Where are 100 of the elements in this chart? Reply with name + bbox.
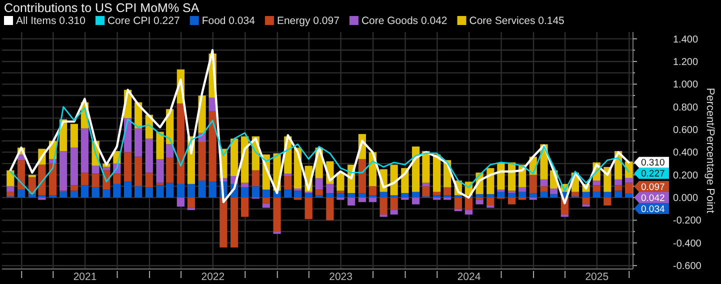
bar <box>208 111 216 182</box>
bar <box>326 184 334 194</box>
bar <box>124 152 132 182</box>
y-tick-label: 1.400 <box>673 34 698 46</box>
bar <box>145 138 153 173</box>
bar <box>113 184 121 198</box>
y-tick-label: 0.200 <box>673 170 698 182</box>
bar <box>241 182 249 188</box>
bar <box>294 190 302 198</box>
bar <box>540 192 548 198</box>
bar <box>550 188 558 194</box>
bar <box>80 185 88 198</box>
bar <box>80 128 88 173</box>
legend-label: Core CPI 0.227 <box>107 15 180 27</box>
bar <box>262 203 270 208</box>
bar <box>70 190 78 198</box>
bar <box>412 198 420 204</box>
bar <box>124 182 132 198</box>
bar <box>262 190 270 198</box>
bar <box>145 187 153 198</box>
bar <box>166 158 174 183</box>
bar <box>49 164 57 196</box>
bar <box>624 194 633 198</box>
bar <box>230 198 238 248</box>
bar <box>390 210 398 215</box>
bar <box>614 185 622 191</box>
bar <box>432 154 441 192</box>
bar <box>284 176 292 190</box>
bar <box>80 172 88 186</box>
bar <box>92 174 100 188</box>
bar <box>156 159 164 183</box>
bar <box>358 198 366 202</box>
bar <box>540 186 548 192</box>
legend-label: All Items 0.310 <box>16 15 86 27</box>
data-label: 0.227 <box>641 168 665 180</box>
bar <box>336 190 344 194</box>
bar <box>6 192 14 196</box>
bar <box>102 166 110 170</box>
bar <box>220 198 228 248</box>
bar <box>368 186 376 196</box>
y-tick-label: -0.400 <box>673 238 702 250</box>
bar <box>422 186 430 196</box>
bar <box>412 192 420 198</box>
bar <box>592 192 600 198</box>
bar <box>582 198 590 204</box>
bar <box>529 193 537 198</box>
bar <box>592 185 600 192</box>
bar <box>390 198 398 210</box>
bar <box>304 193 312 198</box>
bar <box>432 192 441 196</box>
y-tick-label: 0.800 <box>673 102 698 114</box>
data-label: 0.310 <box>641 158 665 169</box>
bar <box>358 159 366 194</box>
bar <box>368 198 376 202</box>
legend-label: Food 0.034 <box>202 15 256 27</box>
bar <box>156 182 164 186</box>
bar <box>497 192 505 198</box>
bar <box>422 151 430 183</box>
bar <box>508 193 516 198</box>
bar <box>70 185 78 191</box>
x-tick-label: 2023 <box>329 271 353 283</box>
bar <box>624 178 633 183</box>
bar <box>380 198 388 215</box>
bar <box>113 174 121 184</box>
data-label: 0.097 <box>641 182 665 193</box>
bar <box>145 172 153 188</box>
bar <box>6 186 14 192</box>
bar <box>454 198 462 209</box>
bar <box>176 103 184 184</box>
bar <box>60 192 68 198</box>
bar <box>262 198 270 204</box>
bar <box>70 148 78 186</box>
bar <box>508 198 516 204</box>
bar <box>134 128 142 157</box>
bar <box>315 178 323 190</box>
bar <box>326 193 334 198</box>
bar <box>156 185 164 198</box>
bar <box>252 170 260 186</box>
x-tick-label: 2024 <box>457 271 481 283</box>
bar <box>486 198 494 206</box>
bar <box>102 190 110 198</box>
bar <box>476 194 484 198</box>
bar <box>92 166 100 174</box>
data-label: 0.042 <box>641 192 665 204</box>
bar <box>304 198 312 220</box>
bar <box>401 193 409 198</box>
bar <box>348 193 356 198</box>
bar <box>176 198 184 207</box>
bar <box>592 180 600 186</box>
line-series <box>9 49 630 204</box>
bar <box>540 179 548 186</box>
bar <box>326 198 334 220</box>
bar <box>273 198 281 232</box>
bar <box>17 190 26 198</box>
bar <box>582 192 590 198</box>
bar <box>187 198 195 208</box>
bar <box>529 174 537 194</box>
bar <box>60 151 68 191</box>
bar <box>198 180 206 198</box>
bar <box>28 194 36 198</box>
